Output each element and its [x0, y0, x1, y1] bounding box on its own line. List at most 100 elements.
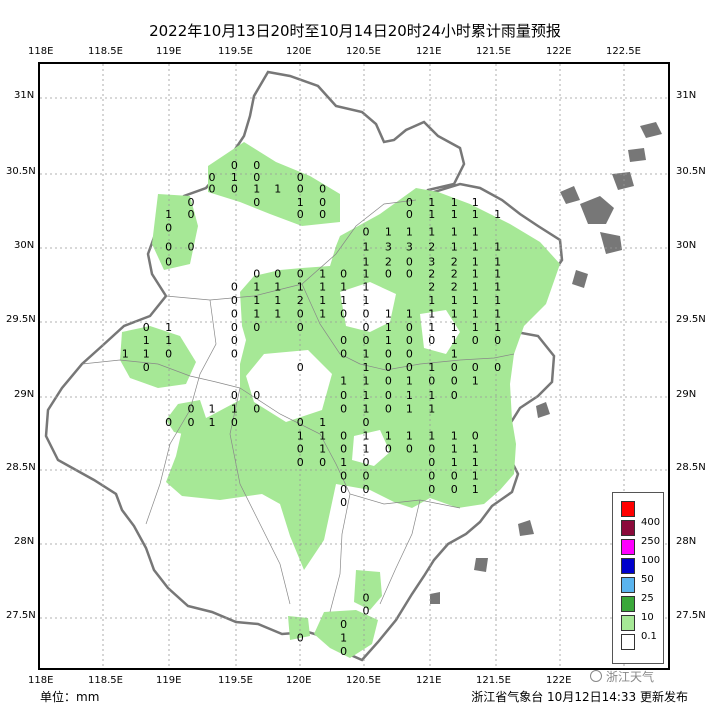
station-value: 0: [231, 416, 238, 429]
station-value: 0: [472, 361, 479, 374]
station-value: 1: [472, 208, 479, 221]
station-value: 1: [209, 403, 216, 416]
station-value: 0: [340, 618, 347, 631]
station-value: 1: [340, 631, 347, 644]
station-value: 0: [340, 334, 347, 347]
station-value: 0: [385, 443, 392, 456]
station-value: 0: [340, 645, 347, 658]
station-value: 3: [406, 241, 413, 254]
lon-label-top-122-5: 122.5E: [606, 46, 641, 57]
station-value: 1: [451, 294, 458, 307]
station-value: 2: [428, 241, 435, 254]
station-value: 1: [363, 361, 370, 374]
station-value: 1: [363, 281, 370, 294]
station-value: 1: [494, 294, 501, 307]
station-value: 0: [231, 159, 238, 172]
lon-label-top-120: 120E: [286, 46, 312, 57]
station-value: 0: [297, 416, 304, 429]
coastal-island-2: [536, 402, 550, 418]
station-value: 0: [340, 483, 347, 496]
station-value: 0: [165, 256, 172, 269]
station-value: 1: [428, 321, 435, 334]
station-value: 1: [297, 196, 304, 209]
station-value: 0: [340, 469, 347, 482]
station-value: 1: [363, 348, 370, 361]
lat-label-right-28-5: 28.5N: [676, 462, 706, 473]
station-value: 1: [319, 281, 326, 294]
station-value: 3: [428, 256, 435, 269]
station-value: 0: [340, 348, 347, 361]
station-value: 0: [451, 483, 458, 496]
station-value: 1: [428, 294, 435, 307]
station-value: 1: [253, 183, 260, 196]
station-value: 0: [143, 361, 150, 374]
legend-label-25: 25: [641, 593, 654, 604]
station-value: 1: [253, 281, 260, 294]
station-value: 0: [253, 389, 260, 402]
station-value: 1: [165, 208, 172, 221]
station-value: 0: [363, 469, 370, 482]
lat-label-left-29-5: 29.5N: [6, 314, 36, 325]
lon-label-bottom-121: 121E: [416, 675, 442, 686]
lon-label-bottom-118: 118E: [28, 675, 54, 686]
station-value: 1: [363, 294, 370, 307]
station-value: 0: [231, 281, 238, 294]
lon-label-bottom-119: 119E: [156, 675, 182, 686]
rain-area-south-3: [288, 616, 310, 640]
station-value: 0: [451, 374, 458, 387]
coastal-island-3: [518, 520, 534, 536]
station-value: 1: [494, 267, 501, 280]
station-value: 1: [363, 389, 370, 402]
station-value: 1: [363, 241, 370, 254]
lon-label-top-121: 121E: [416, 46, 442, 57]
zhoushan-island-1: [580, 196, 614, 224]
lon-label-top-119-5: 119.5E: [218, 46, 253, 57]
station-value: 0: [406, 256, 413, 269]
station-value: 1: [363, 256, 370, 269]
station-value: 0: [297, 171, 304, 184]
station-value: 0: [297, 456, 304, 469]
station-value: 1: [274, 308, 281, 321]
dry-pocket-mid: [246, 350, 332, 422]
station-value: 0: [297, 183, 304, 196]
station-value: 0: [340, 267, 347, 280]
station-value: 1: [274, 294, 281, 307]
station-value: 1: [406, 374, 413, 387]
station-value: 0: [385, 361, 392, 374]
station-value: 0: [297, 631, 304, 644]
station-value: 1: [428, 389, 435, 402]
station-value: 0: [472, 429, 479, 442]
dry-pocket-south: [352, 430, 390, 466]
station-value: 0: [494, 334, 501, 347]
zhoushan-island-3: [560, 186, 580, 204]
station-value: 0: [363, 334, 370, 347]
lon-label-top-118: 118E: [28, 46, 54, 57]
zhoushan-island-6: [628, 148, 646, 162]
station-value: 0: [385, 389, 392, 402]
station-value: 1: [451, 241, 458, 254]
station-value: 0: [363, 591, 370, 604]
station-value: 0: [406, 196, 413, 209]
station-value: 0: [253, 403, 260, 416]
station-value: 1: [472, 308, 479, 321]
station-value: 1: [340, 456, 347, 469]
publisher-note: 浙江省气象台 10月12日14:33 更新发布: [471, 690, 688, 704]
station-value: 1: [451, 334, 458, 347]
zhoushan-island-5: [640, 122, 662, 138]
station-value: 1: [363, 267, 370, 280]
station-value: 1: [340, 281, 347, 294]
coastal-island-4: [474, 558, 488, 572]
station-value: 0: [406, 443, 413, 456]
rain-area-northeast: [166, 188, 560, 570]
station-value: 0: [428, 374, 435, 387]
station-value: 1: [451, 208, 458, 221]
station-value: 0: [209, 183, 216, 196]
station-value: 2: [428, 281, 435, 294]
lon-label-bottom-119-5: 119.5E: [218, 675, 253, 686]
station-value: 0: [451, 389, 458, 402]
station-value: 0: [363, 416, 370, 429]
lon-label-top-120-5: 120.5E: [346, 46, 381, 57]
station-value: 0: [297, 361, 304, 374]
lon-label-top-119: 119E: [156, 46, 182, 57]
station-value: 0: [406, 208, 413, 221]
